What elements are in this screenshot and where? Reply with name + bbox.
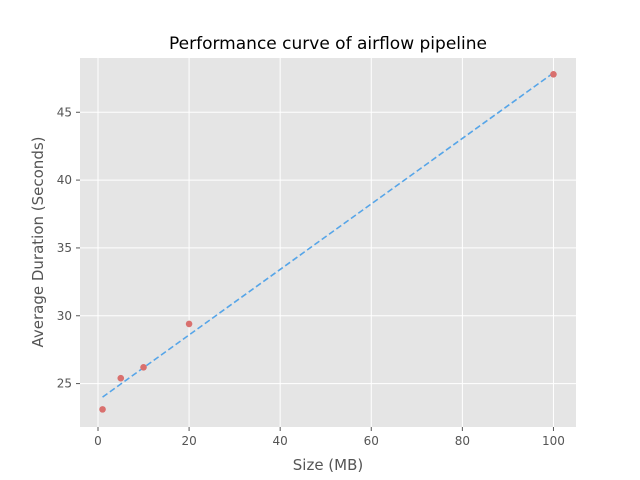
x-tick-label: 0: [94, 434, 102, 448]
data-point: [185, 320, 193, 328]
x-tick-label: 100: [542, 434, 565, 448]
x-tick-label: 40: [273, 434, 288, 448]
data-points: [99, 70, 557, 413]
grid-lines: [80, 58, 576, 427]
data-point: [99, 406, 106, 413]
x-axis-ticks: 0 20 40 60 80 100: [94, 427, 565, 448]
x-tick-label: 80: [455, 434, 470, 448]
x-tick-label: 60: [364, 434, 379, 448]
y-axis-label: Average Duration (Seconds): [29, 136, 47, 347]
fit-line-group: [102, 72, 554, 398]
x-axis-label: Size (MB): [293, 456, 364, 474]
data-point: [140, 364, 147, 371]
y-tick-label: 30: [57, 309, 72, 323]
x-tick-label: 20: [181, 434, 196, 448]
y-axis-ticks: 25 30 35 40 45: [57, 105, 80, 391]
y-tick-label: 25: [57, 377, 72, 391]
plot-area: [80, 58, 576, 427]
data-point: [550, 70, 557, 78]
data-point: [117, 374, 125, 382]
y-tick-label: 35: [57, 241, 72, 255]
y-tick-label: 45: [57, 105, 72, 119]
chart-title: Performance curve of airflow pipeline: [169, 34, 487, 54]
fit-line: [102, 72, 554, 398]
y-tick-label: 40: [57, 173, 72, 187]
